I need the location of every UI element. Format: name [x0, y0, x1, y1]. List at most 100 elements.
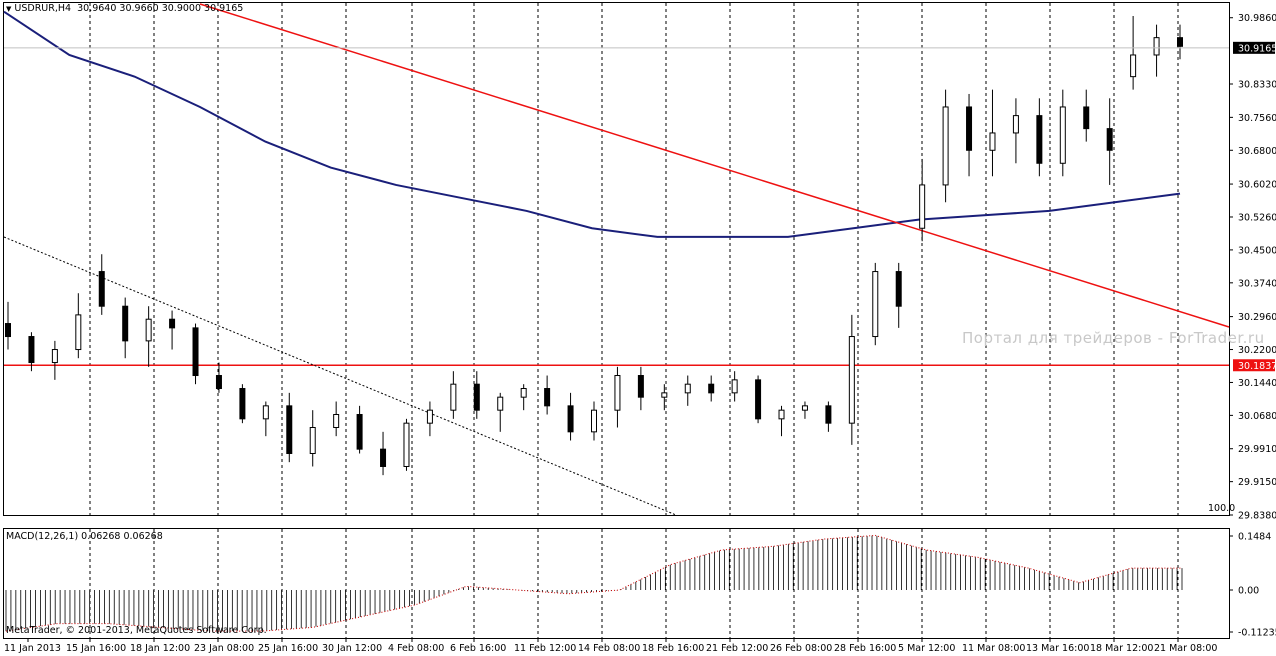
price-tick-label: 30.6800 [1238, 146, 1276, 157]
time-axis[interactable]: 11 Jan 2013 15 Jan 16:00 18 Jan 12:00 23 Ja… [4, 638, 1217, 654]
time-tick-label: 14 Feb 08:00 [578, 643, 640, 654]
watermark: Портал для трейдеров - ForTrader.ru [962, 329, 1265, 347]
price-tick-label: 30.8330 [1238, 80, 1276, 91]
candle [684, 375, 691, 406]
candle [426, 401, 433, 437]
time-tick-label: 11 Jan 2013 [4, 643, 61, 654]
candle-body [239, 388, 246, 420]
candle-body [497, 396, 504, 411]
candle-body [5, 323, 11, 338]
candle [661, 384, 668, 411]
time-tick-label: 21 Mar 08:00 [1154, 643, 1217, 654]
candle-body [614, 375, 621, 411]
downtrend-line [199, 3, 1230, 328]
price-tick-label: 30.6020 [1238, 180, 1276, 191]
candle-body [778, 409, 785, 420]
candle-body [51, 349, 58, 364]
candle [473, 371, 480, 419]
candle [919, 158, 926, 242]
candle-body [215, 375, 222, 390]
time-tick-label: 30 Jan 12:00 [322, 643, 382, 654]
candle-body [872, 271, 879, 338]
dropdown-icon[interactable]: ▼ [6, 5, 12, 13]
price-tick-label: 30.2960 [1238, 312, 1276, 323]
candle [848, 314, 855, 445]
time-tick-label: 25 Jan 16:00 [258, 643, 318, 654]
candle-body [450, 383, 457, 411]
candle [145, 306, 152, 367]
candle [1083, 89, 1090, 142]
time-tick-label: 23 Jan 08:00 [194, 643, 254, 654]
time-tick-label: 28 Feb 16:00 [834, 643, 896, 654]
candle [215, 362, 222, 393]
candle [497, 392, 504, 432]
candle-body [848, 336, 855, 424]
candle-body [356, 414, 363, 450]
candle-body [75, 314, 82, 351]
candle [262, 401, 269, 437]
candle [5, 301, 11, 350]
candle [544, 375, 551, 415]
candle [1130, 15, 1137, 90]
candle-body [1177, 37, 1183, 47]
price-tick-label: 30.7560 [1238, 113, 1276, 124]
time-tick-label: 26 Feb 08:00 [770, 643, 832, 654]
price-tick-label: 29.9910 [1238, 444, 1276, 455]
candle-body [731, 379, 738, 394]
candle-body [591, 409, 597, 433]
candle [1177, 24, 1183, 60]
candle [356, 405, 363, 454]
candle [1153, 24, 1160, 77]
candle [380, 431, 387, 476]
candle [98, 254, 105, 315]
candle-body [801, 405, 808, 411]
candle [1106, 98, 1113, 185]
candle-body [825, 405, 832, 424]
price-tick-label: 30.1440 [1238, 378, 1276, 389]
candle-body [309, 427, 316, 454]
main-chart-frame [3, 2, 1230, 516]
candle [450, 371, 457, 419]
candle [1036, 98, 1043, 177]
candle [169, 310, 176, 350]
candle [614, 366, 621, 428]
candle [755, 375, 762, 424]
candle-body [403, 422, 410, 467]
candle-body [380, 448, 387, 467]
candle-body [989, 132, 996, 151]
candle-body [1083, 106, 1090, 130]
candle-body [544, 388, 551, 407]
candle-body [919, 184, 926, 229]
candle [801, 401, 808, 419]
candle-body [661, 392, 668, 398]
candle-body [192, 327, 199, 377]
price-marker [1233, 41, 1275, 54]
candle [1059, 89, 1066, 177]
price-tick-label: 29.8380 [1238, 511, 1276, 522]
candle-body [1012, 115, 1019, 134]
price-axis[interactable]: 30.9860 30.9165 30.8330 30.7560 30.6800 30.60… [4, 13, 1276, 522]
ohlc-values: 30.9640 30.9660 30.9000 30.9165 [77, 3, 244, 14]
candle [966, 93, 973, 177]
price-tick-label: 30.3740 [1238, 278, 1276, 289]
vertical-grid [89, 3, 1179, 638]
candle-body [473, 383, 480, 411]
macd-tick-label: -0.11235 [1238, 628, 1276, 639]
candle-body [966, 106, 973, 151]
symbol-label: USDRUR,H4 [14, 3, 72, 14]
candle [989, 89, 996, 177]
time-tick-label: 11 Feb 12:00 [514, 643, 576, 654]
candle [286, 392, 293, 463]
candle-body [895, 271, 902, 307]
macd-tick-label: 0.1484 [1238, 532, 1271, 543]
time-tick-label: 11 Mar 08:00 [962, 643, 1025, 654]
candle [403, 418, 410, 471]
candle [75, 293, 82, 359]
price-tick-label: 29.9150 [1238, 477, 1276, 488]
candle-body [755, 379, 762, 420]
candle [895, 262, 902, 328]
ma-polyline [3, 10, 1181, 238]
time-tick-label: 13 Mar 16:00 [1026, 643, 1089, 654]
candle [122, 297, 129, 359]
